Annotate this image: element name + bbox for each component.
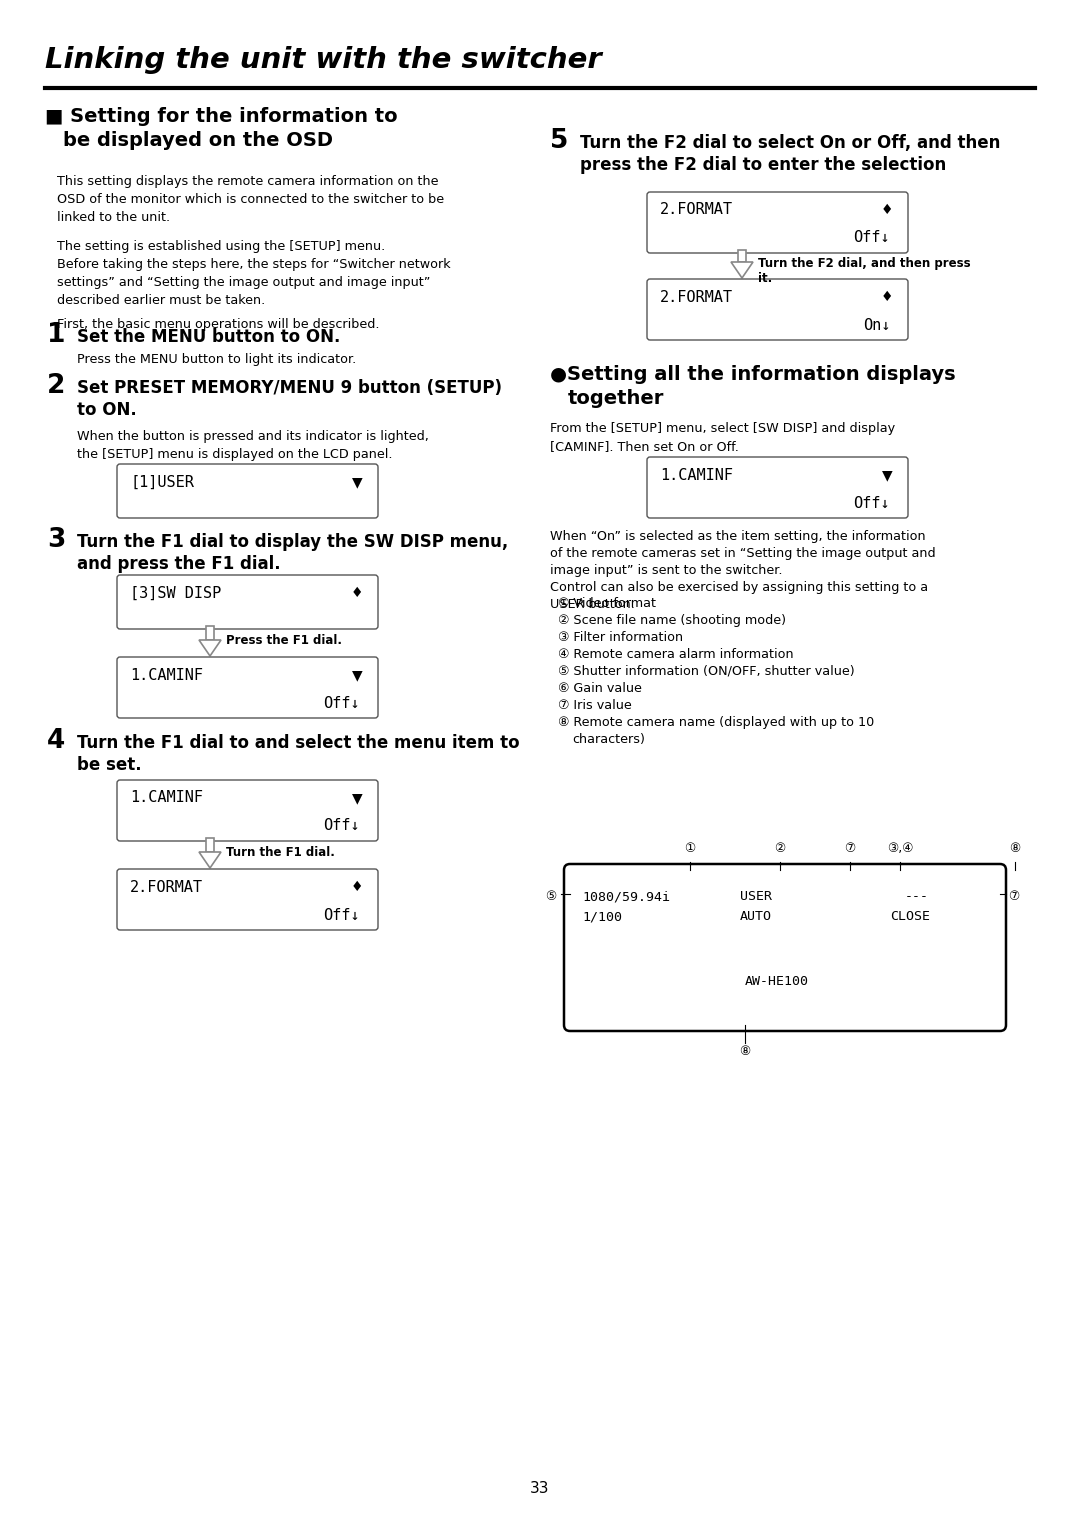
Bar [738,250,746,263]
FancyBboxPatch shape [117,780,378,841]
Text: 2: 2 [48,373,66,399]
Text: ---: --- [905,890,929,902]
Text: ⑧: ⑧ [740,1044,751,1058]
Text: ♦: ♦ [881,290,893,304]
Text: ①: ① [685,841,696,855]
Text: ▼: ▼ [352,667,362,683]
Text: ⑤ Shutter information (ON/OFF, shutter value): ⑤ Shutter information (ON/OFF, shutter v… [558,664,854,678]
Text: and press the F1 dial.: and press the F1 dial. [77,554,281,573]
Text: Off↓: Off↓ [324,695,360,710]
Text: press the F2 dial to enter the selection: press the F2 dial to enter the selection [580,156,946,174]
Text: Off↓: Off↓ [324,818,360,834]
Text: First, the basic menu operations will be described.: First, the basic menu operations will be… [57,318,379,331]
Text: 1.CAMINF: 1.CAMINF [660,467,733,483]
FancyBboxPatch shape [117,657,378,718]
Text: Control can also be exercised by assigning this setting to a: Control can also be exercised by assigni… [550,580,928,594]
Text: 1080/59.94i: 1080/59.94i [582,890,670,902]
Polygon shape [199,852,221,867]
Polygon shape [199,640,221,657]
FancyBboxPatch shape [647,457,908,518]
Text: Turn the F2 dial to select On or Off, and then: Turn the F2 dial to select On or Off, an… [580,134,1000,153]
Text: ⑧ Remote camera name (displayed with up to 10: ⑧ Remote camera name (displayed with up … [558,716,874,728]
Text: [CAMINF]. Then set On or Off.: [CAMINF]. Then set On or Off. [550,440,739,454]
Text: of the remote cameras set in “Setting the image output and: of the remote cameras set in “Setting th… [550,547,935,560]
Bar [206,626,214,640]
Text: 33: 33 [530,1481,550,1496]
Text: Off↓: Off↓ [853,231,890,246]
Text: ⑦: ⑦ [1008,890,1020,902]
Text: 3: 3 [48,527,66,553]
Text: ③,④: ③,④ [887,841,914,855]
Text: Set the MENU button to ON.: Set the MENU button to ON. [77,328,340,347]
Text: AUTO: AUTO [740,910,772,922]
FancyBboxPatch shape [117,576,378,629]
Text: be displayed on the OSD: be displayed on the OSD [63,131,333,150]
Text: 1.CAMINF: 1.CAMINF [130,791,203,806]
Text: ③ Filter information: ③ Filter information [558,631,684,644]
Text: On↓: On↓ [863,318,890,333]
Text: image input” is sent to the switcher.: image input” is sent to the switcher. [550,563,783,577]
Text: Off↓: Off↓ [324,907,360,922]
Text: USER button.: USER button. [550,599,635,611]
Text: together: together [568,389,664,408]
Text: The setting is established using the [SETUP] menu.
Before taking the steps here,: The setting is established using the [SE… [57,240,450,307]
Text: it.: it. [758,272,772,284]
Text: 5: 5 [550,128,568,154]
Text: ■ Setting for the information to: ■ Setting for the information to [45,107,397,127]
Text: ⑥ Gain value: ⑥ Gain value [558,683,642,695]
Text: 2.FORMAT: 2.FORMAT [130,880,203,895]
Text: Press the F1 dial.: Press the F1 dial. [226,635,342,647]
Text: ▼: ▼ [352,475,362,489]
Text: [1]USER: [1]USER [130,475,194,490]
FancyBboxPatch shape [117,464,378,518]
Text: 1: 1 [48,322,66,348]
FancyBboxPatch shape [647,279,908,341]
Polygon shape [731,263,753,278]
Text: 4: 4 [48,728,65,754]
Text: ♦: ♦ [351,880,363,893]
Text: ④ Remote camera alarm information: ④ Remote camera alarm information [558,647,794,661]
Text: 1.CAMINF: 1.CAMINF [130,667,203,683]
Text: ♦: ♦ [351,586,363,600]
Text: Turn the F2 dial, and then press: Turn the F2 dial, and then press [758,258,971,270]
Text: ⑧: ⑧ [1010,841,1021,855]
Text: USER: USER [740,890,772,902]
Text: ⑤: ⑤ [545,890,556,902]
FancyBboxPatch shape [647,192,908,253]
Text: CLOSE: CLOSE [890,910,930,922]
Text: When the button is pressed and its indicator is lighted,: When the button is pressed and its indic… [77,431,429,443]
Text: be set.: be set. [77,756,141,774]
Text: ① Video format: ① Video format [558,597,656,609]
Text: 2.FORMAT: 2.FORMAT [660,290,733,304]
Text: Linking the unit with the switcher: Linking the unit with the switcher [45,46,602,73]
Text: ▼: ▼ [881,467,892,483]
Text: Turn the F1 dial to display the SW DISP menu,: Turn the F1 dial to display the SW DISP … [77,533,509,551]
Text: 2.FORMAT: 2.FORMAT [660,203,733,217]
Text: From the [SETUP] menu, select [SW DISP] and display: From the [SETUP] menu, select [SW DISP] … [550,421,895,435]
Text: ⑦ Iris value: ⑦ Iris value [558,699,632,712]
Text: 1/100: 1/100 [582,910,622,922]
Text: ●Setting all the information displays: ●Setting all the information displays [550,365,956,383]
Text: characters): characters) [572,733,645,747]
Text: When “On” is selected as the item setting, the information: When “On” is selected as the item settin… [550,530,926,544]
FancyBboxPatch shape [564,864,1005,1031]
Text: ②: ② [774,841,785,855]
Bar [206,838,214,852]
FancyBboxPatch shape [117,869,378,930]
Text: Set PRESET MEMORY/MENU 9 button (SETUP): Set PRESET MEMORY/MENU 9 button (SETUP) [77,379,502,397]
Text: [3]SW DISP: [3]SW DISP [130,585,221,600]
Text: Turn the F1 dial.: Turn the F1 dial. [226,846,335,860]
Text: Off↓: Off↓ [853,495,890,510]
Text: This setting displays the remote camera information on the
OSD of the monitor wh: This setting displays the remote camera … [57,176,444,224]
Text: the [SETUP] menu is displayed on the LCD panel.: the [SETUP] menu is displayed on the LCD… [77,447,392,461]
Text: ♦: ♦ [881,203,893,217]
Text: ▼: ▼ [352,791,362,805]
Text: Turn the F1 dial to and select the menu item to: Turn the F1 dial to and select the menu … [77,734,519,751]
Text: ⑦: ⑦ [845,841,855,855]
Text: Press the MENU button to light its indicator.: Press the MENU button to light its indic… [77,353,356,366]
Text: to ON.: to ON. [77,402,137,418]
Text: ② Scene file name (shooting mode): ② Scene file name (shooting mode) [558,614,786,628]
Text: AW-HE100: AW-HE100 [745,976,809,988]
